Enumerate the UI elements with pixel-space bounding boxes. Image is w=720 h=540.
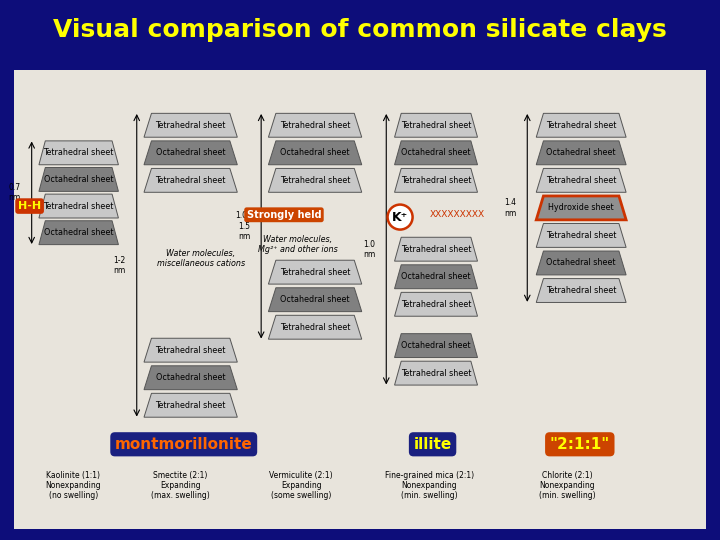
Polygon shape [39,194,118,218]
Text: Strongly held: Strongly held [247,210,321,220]
Text: Tetrahedral sheet: Tetrahedral sheet [280,176,350,185]
Polygon shape [39,141,118,165]
Text: Octahedral sheet: Octahedral sheet [280,295,350,304]
Text: Octahedral sheet: Octahedral sheet [156,148,225,157]
Polygon shape [536,141,626,165]
Text: Hydroxide sheet: Hydroxide sheet [549,204,614,212]
Text: Tetrahedral sheet: Tetrahedral sheet [401,245,471,254]
Text: Tetrahedral sheet: Tetrahedral sheet [546,231,616,240]
Text: Tetrahedral sheet: Tetrahedral sheet [43,201,114,211]
Polygon shape [395,113,477,137]
Polygon shape [536,251,626,275]
Polygon shape [395,334,477,357]
Text: Tetrahedral sheet: Tetrahedral sheet [401,121,471,130]
Text: Tetrahedral sheet: Tetrahedral sheet [401,176,471,185]
Polygon shape [395,265,477,289]
Text: H-H: H-H [18,201,41,211]
Polygon shape [144,393,238,417]
Polygon shape [39,221,118,245]
Text: 1.4
nm: 1.4 nm [504,198,516,218]
Text: Tetrahedral sheet: Tetrahedral sheet [280,121,350,130]
Text: Tetrahedral sheet: Tetrahedral sheet [401,300,471,309]
Text: Tetrahedral sheet: Tetrahedral sheet [401,369,471,377]
Text: Octahedral sheet: Octahedral sheet [401,148,471,157]
Text: Octahedral sheet: Octahedral sheet [156,373,225,382]
Text: Visual comparison of common silicate clays: Visual comparison of common silicate cla… [53,18,667,42]
Polygon shape [269,315,361,339]
Text: Tetrahedral sheet: Tetrahedral sheet [280,323,350,332]
Polygon shape [536,196,626,220]
Polygon shape [395,168,477,192]
Polygon shape [269,113,361,137]
Text: 1-2
nm: 1-2 nm [114,255,126,275]
Polygon shape [269,168,361,192]
Text: Tetrahedral sheet: Tetrahedral sheet [156,401,226,410]
FancyBboxPatch shape [14,70,706,529]
Polygon shape [39,167,118,191]
Text: Octahedral sheet: Octahedral sheet [546,259,616,267]
Text: illite: illite [413,437,451,452]
Polygon shape [395,361,477,385]
Polygon shape [536,224,626,247]
Polygon shape [395,237,477,261]
Polygon shape [144,141,238,165]
Text: Octahedral sheet: Octahedral sheet [401,341,471,350]
Text: Octahedral sheet: Octahedral sheet [44,175,114,184]
Text: Chlorite (2:1)
Nonexpanding
(min. swelling): Chlorite (2:1) Nonexpanding (min. swelli… [539,471,595,501]
Polygon shape [144,113,238,137]
Text: Tetrahedral sheet: Tetrahedral sheet [156,346,226,355]
Text: Tetrahedral sheet: Tetrahedral sheet [546,176,616,185]
Polygon shape [144,338,238,362]
Text: Vermiculite (2:1)
Expanding
(some swelling): Vermiculite (2:1) Expanding (some swelli… [269,471,333,501]
Text: 0.7
nm: 0.7 nm [9,183,21,202]
Text: K⁺: K⁺ [392,211,408,224]
Polygon shape [144,366,238,390]
Polygon shape [536,279,626,302]
Polygon shape [395,292,477,316]
Polygon shape [536,113,626,137]
Polygon shape [269,288,361,312]
Text: Water molecules,
miscellaneous cations: Water molecules, miscellaneous cations [157,249,245,268]
Text: Smectite (2:1)
Expanding
(max. swelling): Smectite (2:1) Expanding (max. swelling) [151,471,210,501]
Polygon shape [269,141,361,165]
Text: "2:1:1": "2:1:1" [549,437,610,452]
Text: Tetrahedral sheet: Tetrahedral sheet [43,148,114,157]
Polygon shape [269,260,361,284]
Polygon shape [536,168,626,192]
Text: 1.0-
1.5
nm: 1.0- 1.5 nm [235,211,250,241]
Polygon shape [144,168,238,192]
Text: Tetrahedral sheet: Tetrahedral sheet [156,176,226,185]
Text: XXXXXXXXX: XXXXXXXXX [430,210,485,219]
Text: Water molecules,
Mg²⁺ and other ions: Water molecules, Mg²⁺ and other ions [258,235,338,254]
Text: Octahedral sheet: Octahedral sheet [280,148,350,157]
Text: montmorillonite: montmorillonite [115,437,253,452]
Text: Octahedral sheet: Octahedral sheet [546,148,616,157]
Text: Tetrahedral sheet: Tetrahedral sheet [280,268,350,276]
Text: Fine-grained mica (2:1)
Nonexpanding
(min. swelling): Fine-grained mica (2:1) Nonexpanding (mi… [384,471,474,501]
Polygon shape [395,141,477,165]
Text: 1.0
nm: 1.0 nm [363,240,375,259]
Text: Tetrahedral sheet: Tetrahedral sheet [156,121,226,130]
Text: Octahedral sheet: Octahedral sheet [44,228,114,237]
Text: Kaolinite (1:1)
Nonexpanding
(no swelling): Kaolinite (1:1) Nonexpanding (no swellin… [45,471,101,501]
Text: Tetrahedral sheet: Tetrahedral sheet [546,121,616,130]
Text: Octahedral sheet: Octahedral sheet [401,272,471,281]
Text: Tetrahedral sheet: Tetrahedral sheet [546,286,616,295]
